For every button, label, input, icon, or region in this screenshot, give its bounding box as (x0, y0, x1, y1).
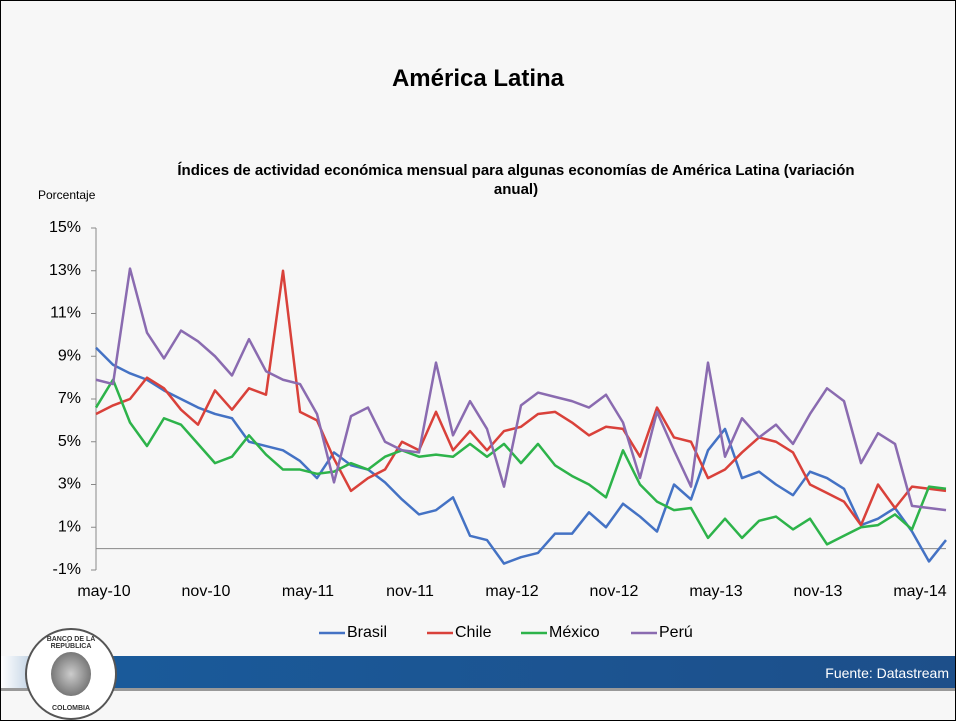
y-tick-label: 5% (58, 433, 81, 450)
x-tick-label: may-10 (77, 583, 130, 600)
y-tick-label: 11% (50, 305, 81, 322)
x-tick-label: nov-10 (182, 583, 231, 600)
y-axis-label: Porcentaje (38, 188, 96, 202)
y-tick-label: -1% (53, 561, 81, 578)
legend-label: Chile (455, 624, 492, 641)
x-tick-label: may-11 (282, 583, 334, 600)
x-tick-label: nov-12 (590, 583, 639, 600)
y-tick-label: 7% (58, 390, 81, 407)
y-tick-label: 15% (49, 219, 81, 236)
logo-medal (51, 652, 91, 696)
legend-label: México (549, 624, 600, 641)
logo-text: COLOMBIA (51, 705, 91, 712)
y-tick-label: 1% (58, 518, 81, 535)
logo-text: BANCO DE LA REPÚBLICA (46, 636, 96, 650)
logo: BANCO DE LA REPÚBLICA COLOMBIA (25, 628, 117, 720)
x-tick-label: may-13 (689, 583, 742, 600)
series-line (95, 346, 947, 565)
legend-label: Perú (659, 624, 693, 641)
x-tick-label: may-12 (485, 583, 538, 600)
footer-bar (1, 656, 955, 691)
chart-title: Índices de actividad económica mensual p… (177, 162, 855, 198)
y-tick-label: 9% (58, 347, 81, 364)
slide-title: América Latina (391, 65, 565, 92)
series-line (95, 267, 947, 512)
source: Fuente: Datastream (825, 665, 949, 681)
y-tick-label: 3% (58, 476, 81, 493)
x-tick-label: nov-13 (794, 583, 843, 600)
y-tick-label: 13% (49, 262, 81, 279)
series-line (94, 378, 947, 546)
x-tick-label: nov-11 (386, 583, 434, 600)
x-tick-label: may-14 (893, 583, 946, 600)
legend-label: Brasil (347, 624, 387, 641)
series-line (95, 269, 947, 527)
